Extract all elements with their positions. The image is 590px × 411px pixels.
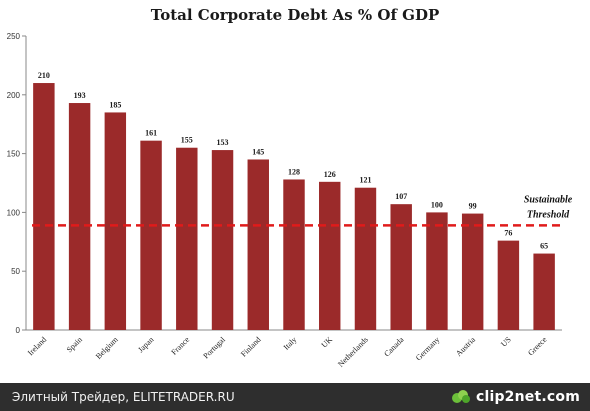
bar-netherlands	[354, 187, 377, 330]
x-tick-label: Belgium	[94, 335, 120, 361]
bar-france	[176, 147, 198, 330]
clip2net-logo-icon	[451, 389, 471, 405]
threshold-label-line1: Sustainable	[524, 194, 573, 205]
data-label: 161	[145, 129, 157, 138]
data-label: 65	[540, 242, 548, 251]
data-label: 126	[324, 170, 336, 179]
y-tick-label: 200	[7, 91, 21, 100]
x-tick-label: Greece	[526, 335, 549, 358]
footer-bar: Элитный Трейдер, ELITETRADER.RU clip2net…	[0, 383, 590, 411]
y-tick-label: 150	[7, 150, 21, 159]
x-tick-label: Austria	[454, 335, 477, 358]
x-tick-label: Germany	[414, 335, 441, 362]
brand-text: clip2net.com	[475, 389, 580, 405]
brand[interactable]: clip2net.com	[451, 389, 580, 405]
x-tick-label: UK	[320, 335, 335, 350]
y-tick-label: 0	[16, 326, 21, 335]
x-tick-label: Ireland	[26, 335, 48, 357]
bar-austria	[461, 213, 484, 330]
data-label: 100	[431, 200, 443, 209]
data-label: 210	[38, 71, 50, 80]
data-label: 76	[504, 229, 512, 238]
data-label: 185	[109, 100, 121, 109]
threshold-label-line2: Threshold	[527, 209, 570, 220]
y-tick-label: 250	[7, 32, 21, 41]
data-label: 155	[181, 136, 193, 145]
data-label: 107	[395, 192, 407, 201]
data-label: 193	[74, 91, 86, 100]
x-tick-label: Finland	[239, 335, 263, 359]
chart-frame: Total Corporate Debt As % Of GDP 0 50 100 1…	[6, 6, 573, 369]
data-label: 153	[217, 138, 229, 147]
x-tick-label: Spain	[65, 335, 84, 354]
data-label: 128	[288, 167, 300, 176]
bar-ireland	[33, 83, 55, 330]
chart-title: Total Corporate Debt As % Of GDP	[151, 6, 439, 24]
bar-finland	[247, 159, 269, 330]
x-tick-label: US	[499, 335, 513, 349]
y-tick-label: 50	[11, 267, 20, 276]
bar-portugal	[211, 150, 234, 330]
bar-japan	[140, 140, 162, 330]
bar-us	[497, 240, 520, 330]
bars	[33, 83, 555, 330]
bar-germany	[426, 212, 448, 330]
data-label: 99	[469, 202, 477, 211]
bar-chart: Total Corporate Debt As % Of GDP 0 50 100 1…	[7, 6, 573, 369]
y-tick-label: 100	[7, 208, 21, 217]
bar-spain	[68, 103, 91, 330]
data-label: 145	[252, 147, 264, 156]
footer-source-text: Элитный Трейдер, ELITETRADER.RU	[12, 390, 235, 404]
bar-uk	[319, 181, 341, 330]
bar-belgium	[104, 112, 127, 330]
bar-greece	[533, 253, 555, 330]
x-tick-label: France	[169, 335, 191, 357]
x-tick-label: Japan	[136, 335, 155, 354]
bar-italy	[283, 179, 305, 330]
x-tick-label: Italy	[282, 335, 299, 352]
x-tick-label: Netherlands	[336, 335, 370, 369]
x-tick-label: Canada	[382, 335, 406, 359]
data-label: 121	[359, 176, 371, 185]
bar-canada	[390, 204, 412, 330]
x-tick-label: Portugal	[201, 335, 227, 361]
